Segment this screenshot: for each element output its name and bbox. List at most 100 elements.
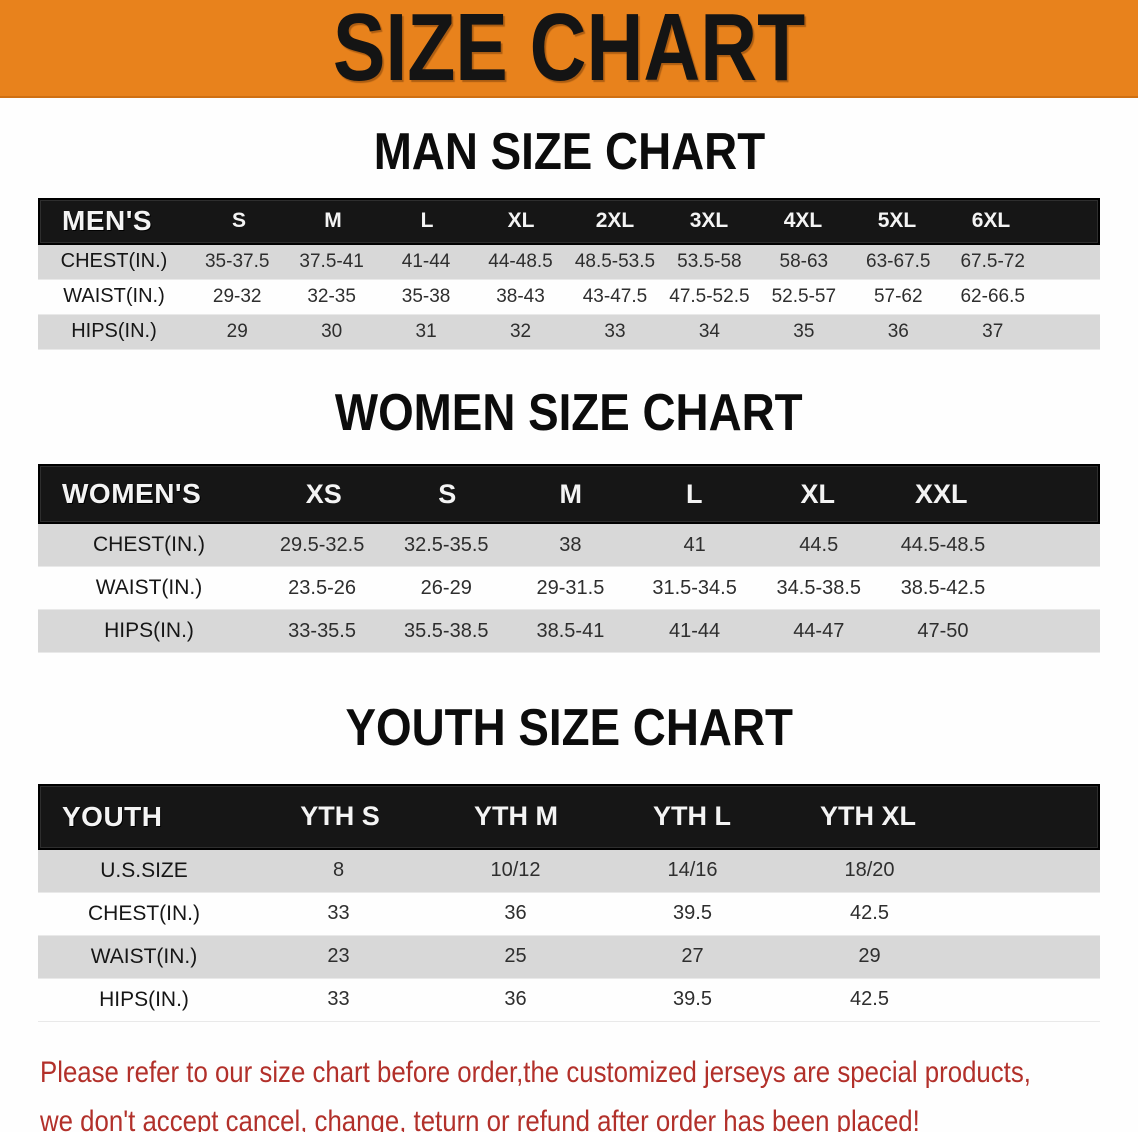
table-cell: 27 bbox=[681, 945, 704, 968]
table-cell: 57-62 bbox=[873, 285, 923, 307]
table-cell: 38.5-42.5 bbox=[900, 576, 986, 599]
table-cell: 39.5 bbox=[673, 988, 712, 1011]
column-header: 4XL bbox=[783, 209, 823, 233]
table-cell: 38-43 bbox=[496, 285, 545, 307]
table-row: HIPS(IN.) 33 36 39.5 42.5 bbox=[38, 979, 1100, 1022]
men-section-heading-text: MAN SIZE CHART bbox=[373, 123, 765, 181]
row-label: WAIST(IN.) bbox=[90, 944, 198, 968]
table-cell: 41-44 bbox=[401, 250, 451, 272]
table-row: HIPS(IN.) 29 30 31 32 33 34 35 36 37 bbox=[38, 314, 1100, 350]
men-size-table: MEN'S S M L XL 2XL 3XL 4XL 5XL 6XL CHEST(IN.) 35-37… bbox=[38, 197, 1100, 350]
table-cell: 31.5-34.5 bbox=[652, 576, 737, 599]
youth-section-heading: YOUTH SIZE CHART bbox=[0, 701, 1138, 756]
table-cell: 34 bbox=[698, 320, 720, 342]
table-cell: 14/16 bbox=[667, 859, 718, 882]
youth-section-heading-text: YOUTH SIZE CHART bbox=[345, 699, 793, 758]
table-corner-label: WOMEN'S bbox=[62, 478, 202, 510]
disclaimer-line-1: Please refer to our size chart before or… bbox=[40, 1055, 1031, 1089]
column-header: XXL bbox=[914, 478, 968, 509]
size-chart-banner: SIZE CHART bbox=[0, 0, 1138, 98]
table-cell: 37.5-41 bbox=[299, 250, 364, 272]
column-header: YTH XL bbox=[819, 801, 916, 832]
table-cell: 36 bbox=[887, 320, 909, 342]
column-header: 3XL bbox=[689, 209, 729, 233]
row-label: CHEST(IN.) bbox=[93, 533, 205, 557]
disclaimer-line-2: we don't accept cancel, change, teturn o… bbox=[40, 1104, 920, 1132]
column-header: YTH M bbox=[474, 801, 558, 832]
table-cell: 37 bbox=[982, 320, 1004, 342]
table-cell: 67.5-72 bbox=[960, 250, 1025, 272]
table-cell: 52.5-57 bbox=[771, 285, 837, 307]
column-header: XS bbox=[305, 478, 342, 509]
column-header: YTH L bbox=[653, 801, 731, 832]
column-header: 5XL bbox=[877, 209, 917, 233]
table-cell: 29.5-32.5 bbox=[279, 533, 365, 556]
table-row: CHEST(IN.) 33 36 39.5 42.5 bbox=[38, 893, 1100, 936]
table-row: WAIST(IN.) 23 25 27 29 bbox=[38, 935, 1100, 979]
table-cell: 36 bbox=[504, 902, 527, 925]
column-header: YTH S bbox=[300, 801, 380, 832]
row-label: HIPS(IN.) bbox=[99, 987, 189, 1011]
column-header: 6XL bbox=[971, 209, 1011, 233]
table-cell: 29-31.5 bbox=[536, 576, 605, 599]
table-cell: 23.5-26 bbox=[288, 576, 356, 599]
women-size-table: WOMEN'S XS S M L XL XXL CHEST(IN.) 29.5-32.5 32.5… bbox=[38, 464, 1100, 654]
table-header-row: MEN'S S M L XL 2XL 3XL 4XL 5XL 6XL bbox=[38, 197, 1100, 245]
table-cell: 8 bbox=[332, 859, 345, 882]
women-section-heading: WOMEN SIZE CHART bbox=[0, 383, 1138, 442]
column-header: L bbox=[686, 478, 703, 509]
table-cell: 33 bbox=[327, 988, 350, 1011]
table-cell: 25 bbox=[504, 945, 527, 968]
column-header: S bbox=[231, 209, 246, 233]
table-corner-label: YOUTH bbox=[62, 800, 163, 832]
table-cell: 38 bbox=[559, 533, 582, 556]
table-cell: 33-35.5 bbox=[288, 619, 356, 642]
row-label: HIPS(IN.) bbox=[71, 320, 157, 343]
disclaimer-note: Please refer to our size chart before or… bbox=[40, 1048, 1138, 1132]
column-header: L bbox=[420, 209, 434, 233]
table-cell: 47-50 bbox=[917, 619, 969, 642]
table-cell: 44.5-48.5 bbox=[900, 533, 986, 556]
table-cell: 36 bbox=[504, 988, 527, 1011]
table-row: CHEST(IN.) 29.5-32.5 32.5-35.5 38 41 44.5 44.5… bbox=[38, 524, 1100, 568]
row-label: HIPS(IN.) bbox=[104, 619, 194, 643]
table-cell: 39.5 bbox=[673, 902, 712, 925]
table-cell: 44-47 bbox=[793, 619, 845, 642]
table-cell: 23 bbox=[327, 945, 350, 968]
table-cell: 29-32 bbox=[212, 285, 262, 307]
table-cell: 34.5-38.5 bbox=[776, 576, 862, 599]
table-cell: 48.5-53.5 bbox=[574, 250, 656, 272]
table-cell: 63-67.5 bbox=[866, 250, 931, 272]
column-header: M bbox=[559, 478, 583, 509]
table-cell: 62-66.5 bbox=[960, 285, 1025, 307]
column-header: 2XL bbox=[595, 209, 635, 233]
row-label: WAIST(IN.) bbox=[63, 285, 165, 308]
table-header-row: YOUTH YTH S YTH M YTH L YTH XL bbox=[38, 783, 1100, 850]
table-cell: 10/12 bbox=[490, 859, 541, 882]
table-cell: 35-37.5 bbox=[204, 250, 270, 272]
table-cell: 18/20 bbox=[844, 859, 895, 882]
column-header: XL bbox=[507, 209, 535, 233]
table-cell: 32-35 bbox=[307, 285, 356, 307]
table-cell: 44.5 bbox=[799, 533, 839, 556]
table-cell: 33 bbox=[327, 902, 350, 925]
table-cell: 31 bbox=[415, 320, 437, 342]
table-cell: 26-29 bbox=[420, 576, 472, 599]
row-label: CHEST(IN.) bbox=[60, 250, 168, 273]
men-section-heading: MAN SIZE CHART bbox=[0, 125, 1138, 180]
table-cell: 41 bbox=[683, 533, 706, 556]
table-cell: 58-63 bbox=[779, 250, 829, 272]
table-row: CHEST(IN.) 35-37.5 37.5-41 41-44 44-48.5 48.5… bbox=[38, 244, 1100, 280]
table-row: WAIST(IN.) 29-32 32-35 35-38 38-43 43-47.5 47.… bbox=[38, 280, 1100, 315]
column-header: S bbox=[438, 478, 457, 509]
column-header: XL bbox=[800, 478, 835, 509]
women-section-heading-text: WOMEN SIZE CHART bbox=[335, 383, 803, 442]
table-corner-label: MEN'S bbox=[62, 205, 153, 237]
table-cell: 42.5 bbox=[850, 988, 889, 1011]
row-label: CHEST(IN.) bbox=[88, 901, 200, 925]
table-row: WAIST(IN.) 23.5-26 26-29 29-31.5 31.5-34.5 34… bbox=[38, 567, 1100, 611]
table-cell: 33 bbox=[604, 320, 626, 342]
table-header-row: WOMEN'S XS S M L XL XXL bbox=[38, 464, 1100, 525]
table-row: U.S.SIZE 8 10/12 14/16 18/20 bbox=[38, 849, 1100, 893]
